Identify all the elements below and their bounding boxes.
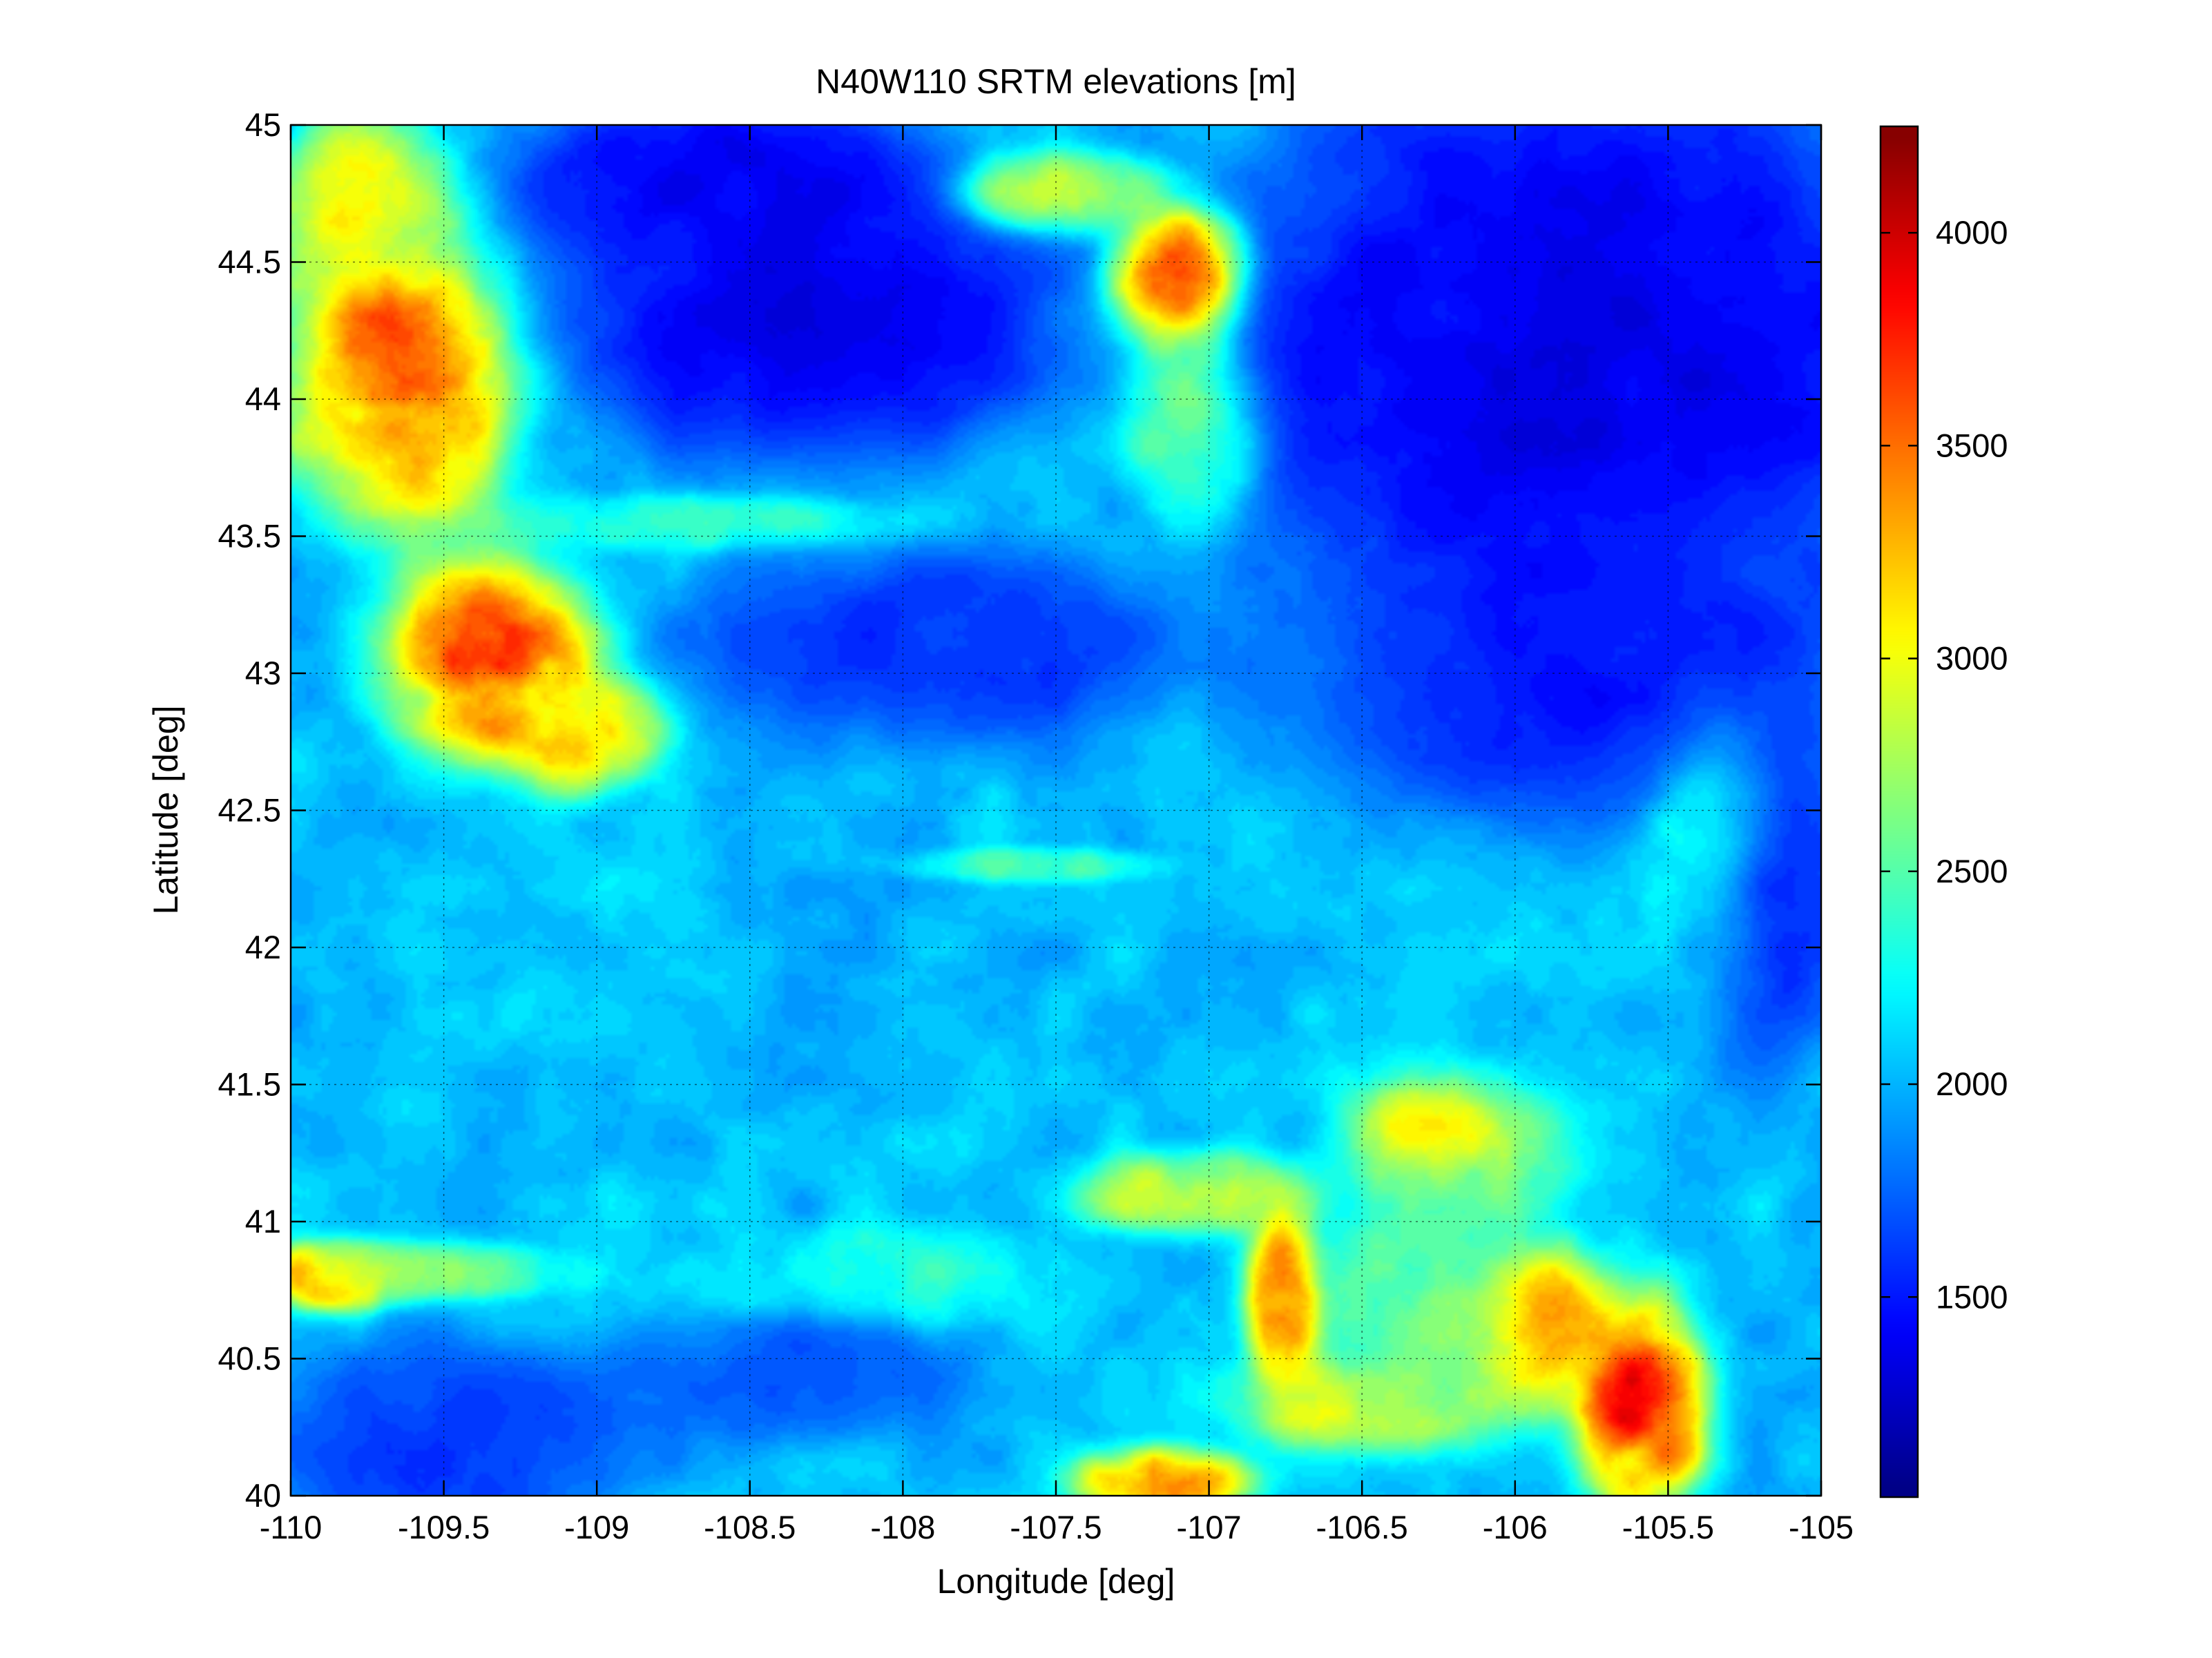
y-axis-ticks: 40 40.5 41 41.5 42 42.5 43 43.5 44 44.5 45 (218, 106, 1821, 1514)
x-tick-label: -105 (1789, 1509, 1854, 1545)
y-tick-label: 44 (245, 380, 281, 417)
x-tick-label: -108 (870, 1509, 935, 1545)
y-tick-label: 44.5 (218, 244, 281, 280)
y-tick-label: 40 (245, 1477, 281, 1514)
y-axis-title: Latitude [deg] (146, 705, 185, 914)
x-tick-label: -106.5 (1316, 1509, 1408, 1545)
colorbar-tick-label: 1500 (1936, 1278, 2008, 1315)
y-tick-label: 41 (245, 1203, 281, 1240)
colorbar-ticks: 1500 2000 2500 3000 3500 4000 (1881, 214, 2008, 1315)
x-tick-label: -108.5 (704, 1509, 796, 1545)
x-tick-label: -107.5 (1010, 1509, 1102, 1545)
x-tick-label: -109.5 (398, 1509, 490, 1545)
x-tick-label: -106 (1483, 1509, 1548, 1545)
y-tick-label: 40.5 (218, 1340, 281, 1377)
y-tick-label: 41.5 (218, 1066, 281, 1103)
x-axis-ticks: -110 -109.5 -109 -108.5 -108 -107.5 -107 -106.5… (260, 125, 1854, 1545)
colorbar-tick-label: 3500 (1936, 427, 2008, 463)
colorbar-tick-label: 3000 (1936, 640, 2008, 677)
y-tick-label: 42.5 (218, 792, 281, 829)
colorbar-frame (1879, 125, 1919, 1498)
chart-title: N40W110 SRTM elevations [m] (816, 62, 1296, 101)
colorbar-gradient (1881, 126, 1918, 1497)
y-tick-label: 43 (245, 655, 281, 691)
x-tick-label: -109 (564, 1509, 629, 1545)
x-axis-title: Longitude [deg] (937, 1562, 1175, 1601)
colorbar-tick-label: 2500 (1936, 853, 2008, 889)
y-tick-label: 45 (245, 106, 281, 143)
colorbar-tick-label: 4000 (1936, 214, 2008, 251)
y-tick-label: 42 (245, 929, 281, 965)
colorbar: 1500 2000 2500 3000 3500 4000 (1879, 125, 2008, 1498)
x-tick-label: -110 (260, 1509, 323, 1545)
x-tick-label: -105.5 (1622, 1509, 1714, 1545)
colorbar-tick-label: 2000 (1936, 1066, 2008, 1102)
plot-area: -110 -109.5 -109 -108.5 -108 -107.5 -107 -106.5… (218, 106, 1854, 1545)
y-tick-label: 43.5 (218, 518, 281, 555)
grid-lines (291, 125, 1821, 1496)
x-tick-label: -107 (1177, 1509, 1242, 1545)
